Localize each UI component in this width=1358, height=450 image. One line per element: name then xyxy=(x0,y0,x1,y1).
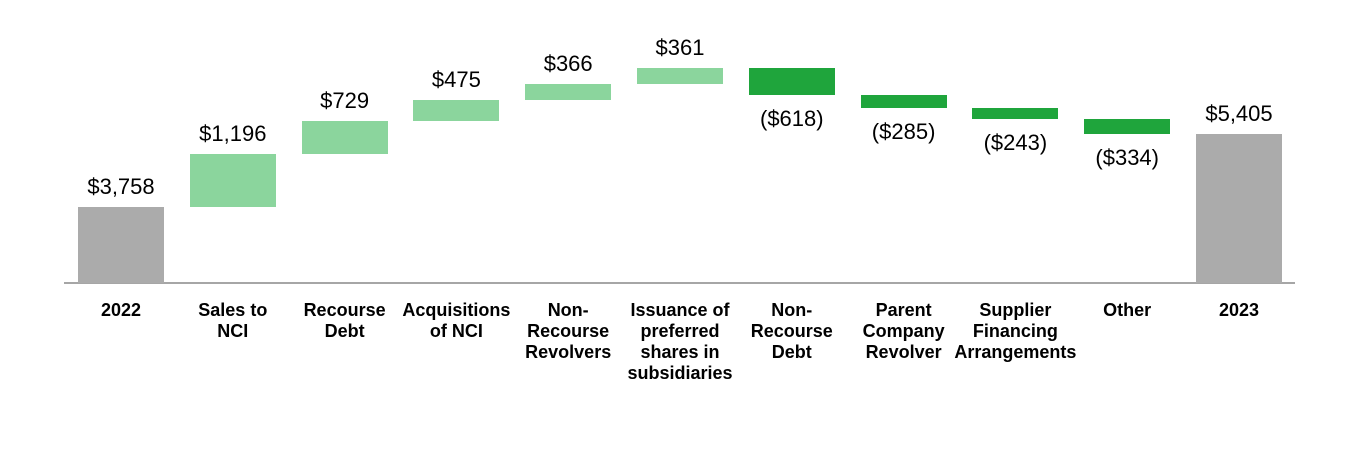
category-label-2023: 2023 xyxy=(1218,300,1260,320)
waterfall-bar-non-recourse-revolvers xyxy=(525,84,612,101)
category-label-non-recourse-revolvers: Non- Recourse Revolvers xyxy=(525,300,612,362)
category-label-supplier-financing-arrangements: Supplier Financing Arrangements xyxy=(954,300,1077,362)
waterfall-bar-issuance-of-preferred-shares-in-subsidiaries xyxy=(637,68,723,85)
waterfall-bar-other xyxy=(1084,118,1171,134)
category-label-issuance-of-preferred-shares-in-subsidiaries: Issuance of preferred shares in subsidia… xyxy=(627,300,733,383)
value-label-issuance-of-preferred-shares-in-subsidiaries: $361 xyxy=(655,35,705,61)
waterfall-bar-sales-to-nci xyxy=(189,153,276,207)
value-label-non-recourse-revolvers: $366 xyxy=(543,51,593,77)
waterfall-bar-2022 xyxy=(78,206,164,283)
value-label-parent-company-revolver: ($285) xyxy=(871,119,936,145)
value-label-acquisitions-of-nci: $475 xyxy=(431,67,481,93)
waterfall-bar-non-recourse-debt xyxy=(748,68,835,96)
category-label-parent-company-revolver: Parent Company Revolver xyxy=(862,300,945,362)
value-label-2023: $5,405 xyxy=(1205,100,1273,126)
value-label-supplier-financing-arrangements: ($243) xyxy=(983,129,1048,155)
x-axis-line xyxy=(64,282,1295,284)
waterfall-bar-parent-company-revolver xyxy=(860,95,947,109)
category-label-acquisitions-of-nci: Acquisitions of NCI xyxy=(402,300,511,341)
value-label-non-recourse-debt: ($618) xyxy=(760,106,824,132)
category-label-other: Other xyxy=(1103,300,1152,320)
value-label-2022: $3,758 xyxy=(87,173,155,199)
waterfall-bar-2023 xyxy=(1196,133,1282,283)
value-label-sales-to-nci: $1,196 xyxy=(199,120,267,146)
value-label-other: ($334) xyxy=(1095,144,1159,170)
waterfall-bar-supplier-financing-arrangements xyxy=(972,108,1059,119)
category-label-non-recourse-debt: Non- Recourse Debt xyxy=(750,300,833,362)
category-label-2022: 2022 xyxy=(100,300,142,320)
category-label-sales-to-nci: Sales to NCI xyxy=(198,300,268,341)
category-label-recourse-debt: Recourse Debt xyxy=(303,300,386,341)
value-label-recourse-debt: $729 xyxy=(320,88,370,114)
waterfall-bar-recourse-debt xyxy=(301,121,388,154)
waterfall-bar-acquisitions-of-nci xyxy=(413,100,500,122)
